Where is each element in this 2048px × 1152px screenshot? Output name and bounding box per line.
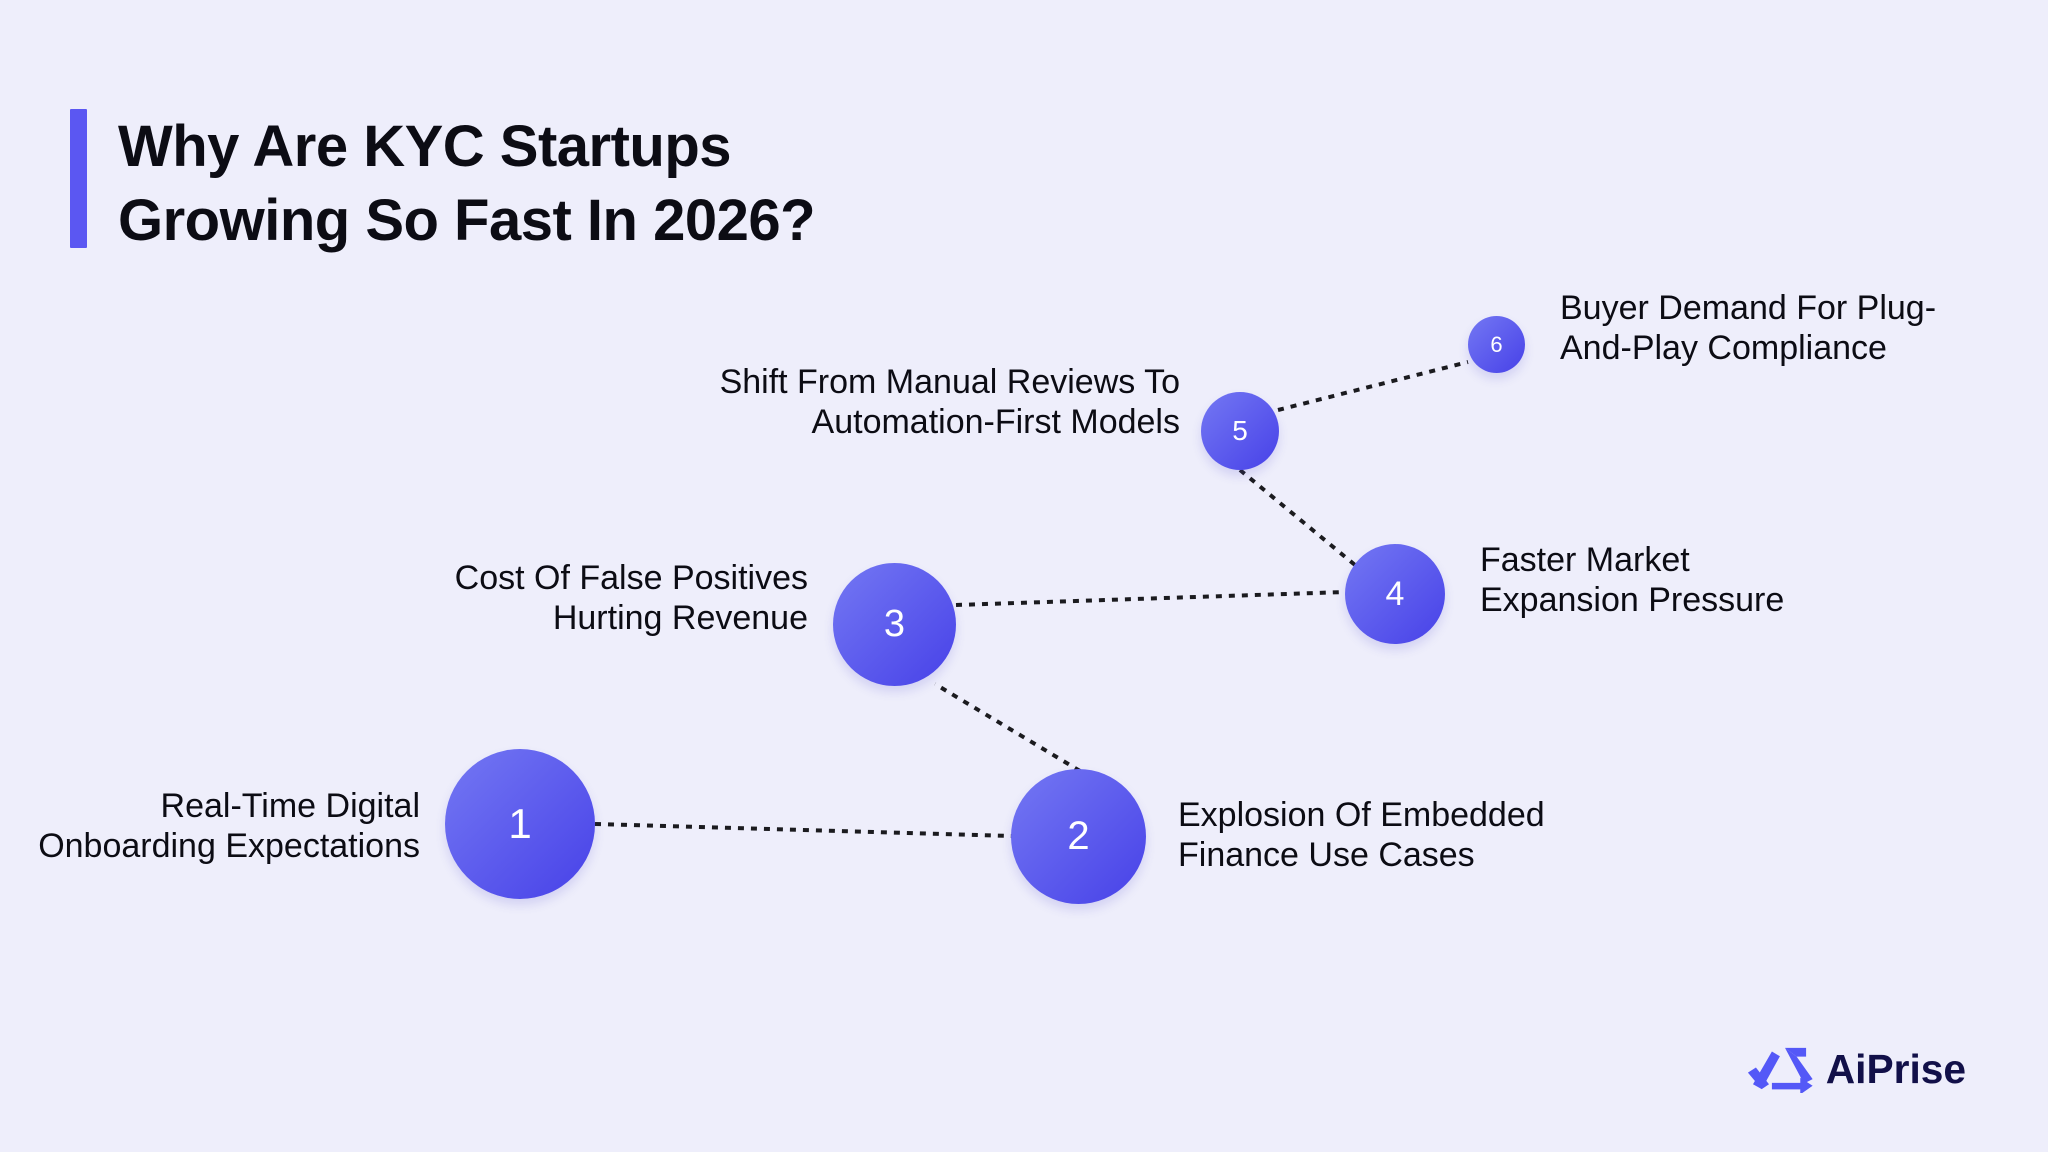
svg-text:AiPrise: AiPrise [1826,1046,1966,1092]
